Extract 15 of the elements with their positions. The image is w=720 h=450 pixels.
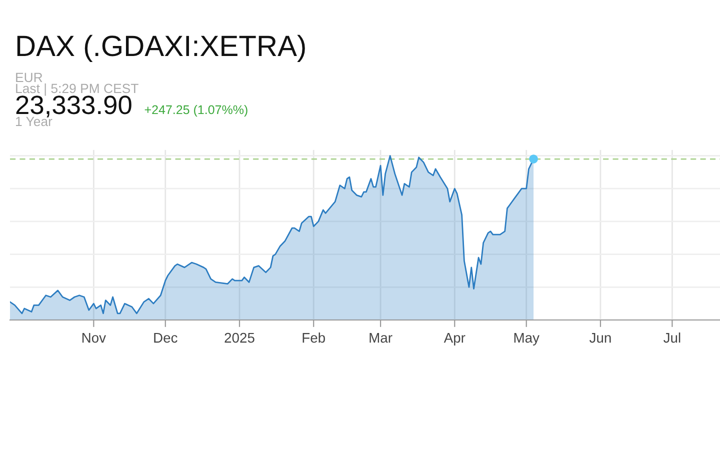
text: 1 Year [16,116,52,126]
x-tick-label: Apr [444,333,466,346]
x-tick-label: Dec [154,333,178,343]
text: Last | 5:29 PM CEST [16,83,138,96]
x-tick-label: Jul [664,332,680,343]
x-tick-label: Nov [82,333,106,343]
x-tick-label: Mar [370,333,392,343]
chart-title: DAX (.GDAXI:XETRA) [17,34,305,62]
x-tick-label: Jun [589,333,611,343]
x-tick-label: 2025 [224,332,254,343]
x-tick-label: May [514,333,540,346]
x-tick-label: Feb [302,332,325,343]
text: 23,333.90 [16,96,132,118]
chart-subtitle: EUR [16,72,42,82]
text: +247.25 (1.07%%) [144,104,248,117]
